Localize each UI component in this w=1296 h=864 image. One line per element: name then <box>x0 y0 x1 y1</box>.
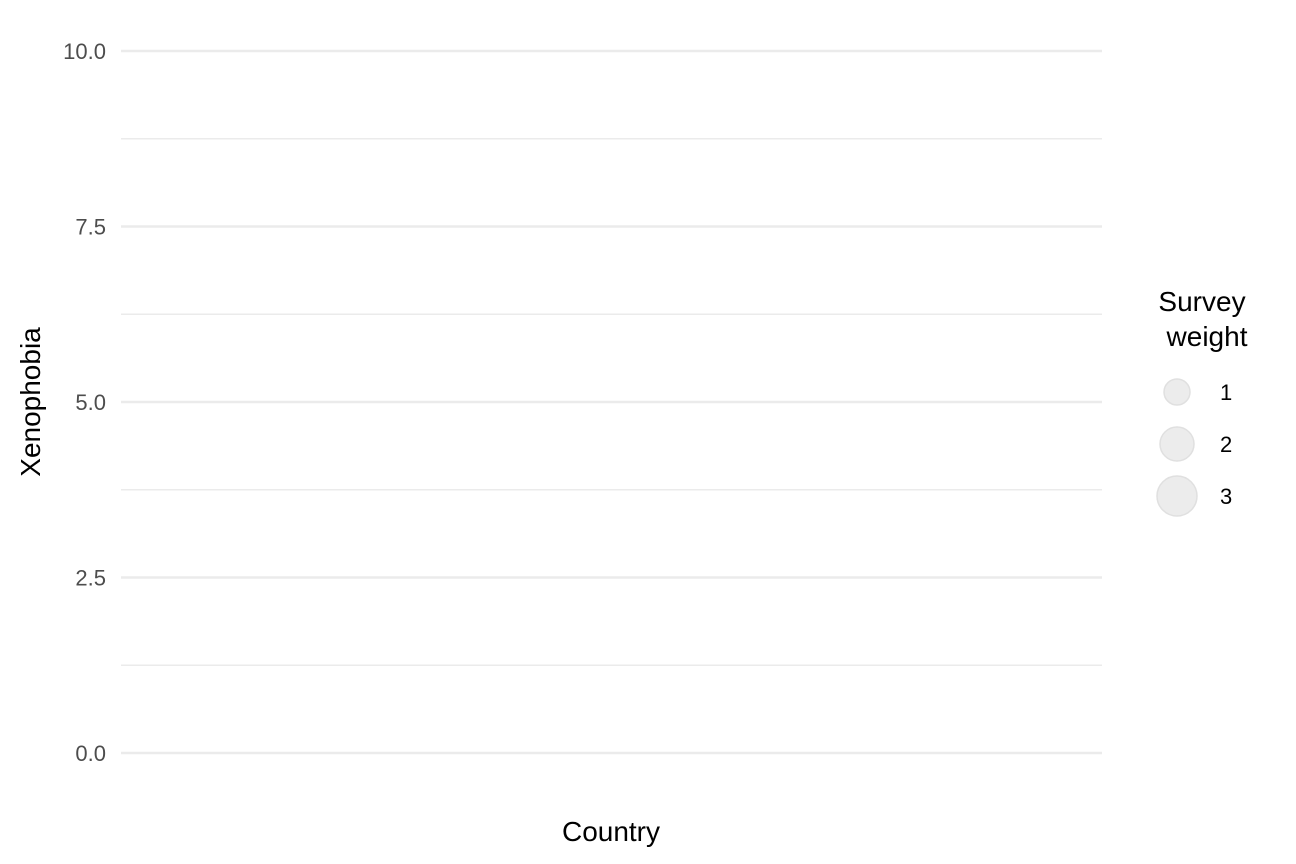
minor-grid <box>121 138 1102 666</box>
legend-key-point-1 <box>1163 378 1191 406</box>
legend-keys: 1 2 3 <box>1156 378 1232 517</box>
y-tick-label: 0.0 <box>75 741 106 766</box>
y-tick-label: 2.5 <box>75 566 106 591</box>
legend-key-label: 1 <box>1220 380 1232 405</box>
y-axis-title: Xenophobia <box>15 327 46 477</box>
y-tick-label: 7.5 <box>75 215 106 240</box>
legend-key-label: 2 <box>1220 432 1232 457</box>
x-axis-title: Country <box>562 816 660 847</box>
legend-key-label: 3 <box>1220 484 1232 509</box>
legend-key-point-3 <box>1156 475 1198 517</box>
y-tick-label: 10.0 <box>63 39 106 64</box>
y-tick-labels: 0.0 2.5 5.0 7.5 10.0 <box>63 39 106 766</box>
legend-title-line-2: weight <box>1166 321 1248 352</box>
legend-key-point-2 <box>1159 426 1195 462</box>
major-grid <box>121 49 1102 755</box>
y-tick-label: 5.0 <box>75 390 106 415</box>
legend: Survey weight 1 2 3 <box>1156 286 1248 517</box>
legend-title-line-1: Survey <box>1158 286 1245 317</box>
